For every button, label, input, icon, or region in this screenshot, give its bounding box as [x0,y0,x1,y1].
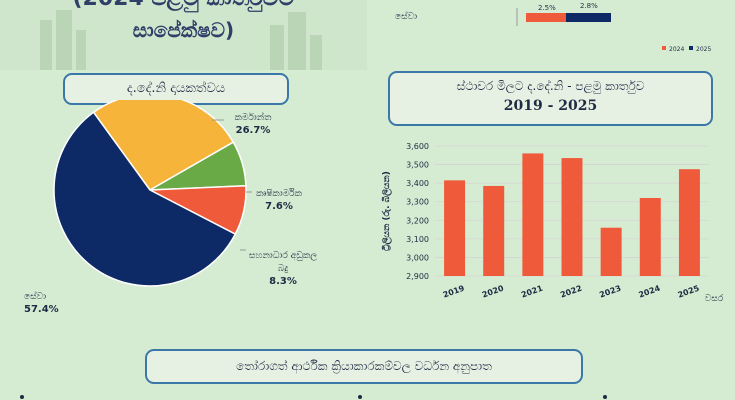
x-tick-label: 2020 [481,283,505,299]
y-tick-label: 3,000 [406,253,429,262]
pie-slice-label: කෘෂිකාර්මික [256,188,303,199]
y-tick-label: 3,200 [406,216,429,225]
bar-panel-title-line2: 2019 - 2025 [503,98,598,114]
bar-panel-title-line1: ස්ථාවර මිලට ද.දේ.නි - පළමු කාර්තුව [456,79,645,93]
bar [444,180,466,276]
header-title-line1: (2024 පළමු කාර්තුවට [0,0,367,11]
x-tick-label: 2022 [559,284,583,300]
y-tick-label: 3,100 [406,235,429,244]
y-tick-label: 3,500 [406,161,429,170]
pie-slice [53,111,237,287]
bar [600,227,622,276]
pie-value-label: 8.3% [269,276,297,287]
value-label-2025: 2.8% [580,2,598,10]
legend-swatch-2024 [662,46,666,50]
bottom-panel-title: තෝරාගත් ආර්ථික ක්‍රියාකාරකම්වල වර්ධන අනු… [145,349,583,384]
y-tick-label: 2,900 [406,272,429,281]
pie-value-label: 26.7% [236,125,271,136]
x-tick-label: 2021 [520,283,544,299]
y-axis-label: ට්‍රිලියන (රු. බිලියන) [380,171,393,251]
y-tick-label: 3,300 [406,198,429,207]
bar [483,185,505,276]
header-banner: (2024 පළමු කාර්තුවට සාපේක්ෂව) [0,0,367,70]
bar-2024 [526,13,566,22]
pie-slice-label: සේවා [24,291,46,302]
bar [678,169,700,276]
legend-label-2024: 2024 [669,46,684,53]
bar-2025 [566,13,611,22]
pie-value-label: 7.6% [265,201,293,212]
bar [561,158,583,276]
category-label: සේවා [395,11,417,22]
pie-slice-label: කර්මාන්ත [235,112,272,123]
skyline-illustration [40,10,322,70]
value-label-2024: 2.5% [538,4,556,12]
x-tick-label: 2024 [637,283,661,299]
x-tick-label: 2019 [442,283,466,299]
pie-slice [92,100,235,191]
gdp-constant-price-bar-chart: 2,900 3,000 3,100 3,200 3,300 3,400 3,500 3,600… [380,142,724,304]
x-tick-label: 2023 [598,284,622,300]
services-growth-chart: සේවා 2.5% 2.8% 2024 2025 [395,2,711,53]
bar [522,153,544,276]
bar-panel-title: ස්ථාවර මිලට ද.දේ.නි - පළමු කාර්තුව 2019 … [388,71,713,126]
x-axis-label: වසර [705,294,724,304]
pie-value-label: 57.4% [24,304,59,315]
header-title-line2: සාපේක්ෂව) [132,18,235,42]
gdp-contribution-pie-chart: කර්මාන්ත 26.7% කෘෂිකාර්මික 7.6% සහනාධාර අඩුක… [24,100,317,315]
bottom-partial-content [20,395,607,399]
x-tick-label: 2025 [677,283,701,299]
legend-swatch-2025 [689,46,693,50]
legend-label-2025: 2025 [696,46,711,53]
bar [639,198,661,276]
y-tick-label: 3,600 [406,142,429,151]
pie-slice-label: සහනාධාර අඩුකල [249,251,317,261]
y-tick-label: 3,400 [406,179,429,188]
pie-slice-label: බදු [278,264,288,274]
